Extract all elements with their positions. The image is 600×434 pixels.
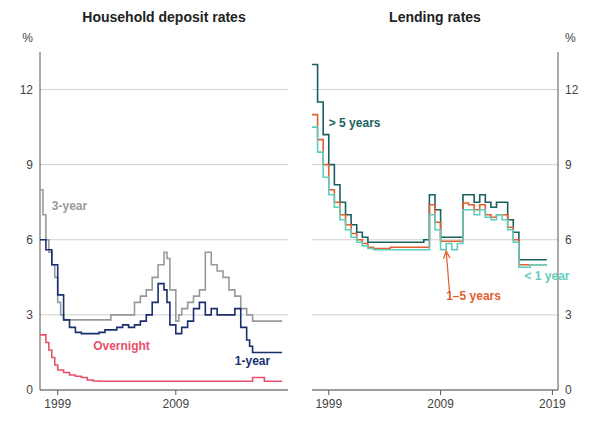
grid-line (40, 239, 288, 240)
x-tick-label: 2009 (162, 397, 189, 411)
y-axis-label: % (22, 31, 33, 45)
x-tick-label: 2019 (539, 397, 566, 411)
grid-line (40, 164, 288, 165)
x-tick (57, 390, 58, 395)
y-tick-label: 12 (20, 83, 34, 97)
x-tick (175, 390, 176, 395)
annotation-label: 1-year (235, 354, 271, 368)
grid-line (40, 390, 288, 391)
y-tick-label: 9 (565, 158, 572, 172)
grid-line (312, 314, 558, 315)
series-group (312, 65, 547, 268)
y-tick-label: 6 (565, 233, 572, 247)
annotation-label: < 1 year (524, 269, 569, 283)
grid-line (312, 164, 558, 165)
y-axis-label: % (565, 31, 576, 45)
x-tick-label: 1999 (315, 397, 342, 411)
x-axis-line (312, 390, 558, 391)
panel: 0 3 6 9 12 1999 2009 2019 Lending rates% > 5 year… (312, 9, 579, 411)
chart-title: Lending rates (389, 9, 481, 25)
series-line (40, 240, 282, 353)
x-axis-line (40, 390, 288, 391)
y-tick-label: 0 (26, 383, 33, 397)
annotation-label: 1–5 years (446, 289, 501, 303)
series-line (40, 190, 282, 321)
y-tick-label: 3 (26, 308, 33, 322)
annotation-label: Overnight (93, 339, 150, 353)
annotation-arrow (446, 251, 449, 292)
x-tick (328, 390, 329, 395)
y-tick-label: 6 (26, 233, 33, 247)
grid-line (312, 390, 558, 391)
y-axis-line (40, 52, 41, 390)
chart-root: 0 3 6 9 12 1999 2009 Household deposit rates% Ov… (0, 0, 600, 434)
y-tick-label: 3 (565, 308, 572, 322)
y-axis-line (558, 52, 559, 390)
x-tick-label: 1999 (44, 397, 71, 411)
y-tick-label: 12 (565, 83, 579, 97)
series-group (40, 190, 282, 382)
chart-title: Household deposit rates (82, 9, 246, 25)
x-tick (440, 390, 441, 395)
x-tick-label: 2009 (427, 397, 454, 411)
y-tick-label: 0 (565, 383, 572, 397)
series-line (40, 335, 282, 381)
grid-line (40, 89, 288, 90)
x-tick (552, 390, 553, 395)
panel: 0 3 6 9 12 1999 2009 Household deposit rates% Ov… (20, 9, 288, 411)
grid-line (312, 89, 558, 90)
annotation-label: 3-year (52, 199, 88, 213)
y-tick-label: 9 (26, 158, 33, 172)
series-line (312, 127, 547, 267)
annotation-label: > 5 years (329, 116, 381, 130)
grid-line (312, 239, 558, 240)
